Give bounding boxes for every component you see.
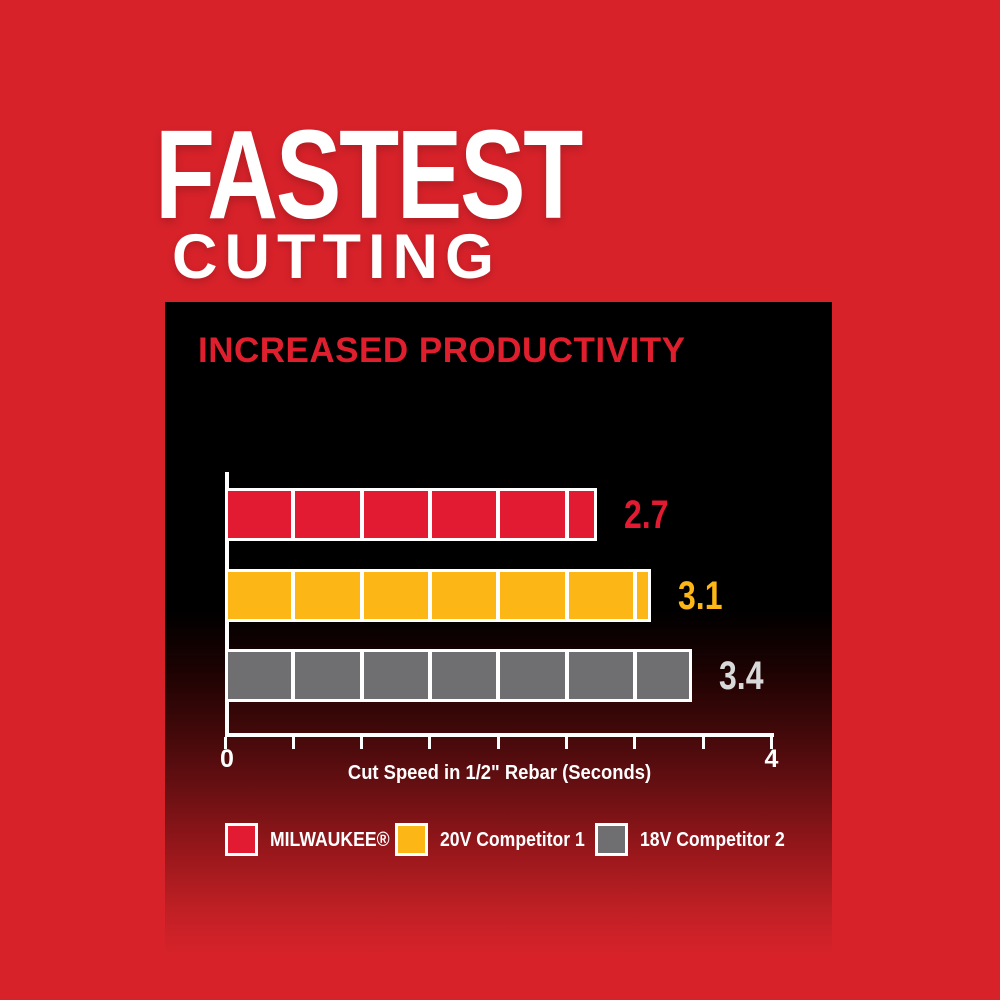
bar-value-label: 3.1 (678, 573, 723, 618)
bar-value-label: 2.7 (623, 492, 669, 537)
headline-line1: FASTEST (155, 104, 583, 245)
legend-label: MILWAUKEE® (270, 828, 390, 851)
legend-swatch (395, 823, 428, 856)
legend-label: 18V Competitor 2 (640, 828, 785, 851)
bar-segment-divider (496, 572, 501, 619)
bar-segment-divider (359, 572, 364, 619)
bar-value-label: 3.4 (719, 653, 764, 698)
x-axis-tick (769, 737, 773, 749)
x-axis-tick (565, 737, 568, 749)
bar-segment-divider (291, 491, 296, 538)
bar-20v-competitor-1 (225, 569, 652, 622)
x-axis-title: Cut Speed in 1/2" Rebar (Seconds) (347, 762, 652, 784)
bar-segment-divider (359, 491, 364, 538)
legend-item: 18V Competitor 2 (595, 823, 804, 856)
bar-segment-divider (496, 491, 501, 538)
x-tick-label-4: 4 (764, 745, 779, 773)
headline-line2: CUTTING (172, 222, 501, 292)
bar-18v-competitor-2 (225, 649, 693, 702)
bar-segment-divider (564, 572, 569, 619)
bar-milwaukee (225, 488, 597, 541)
bar-segment-divider (632, 652, 637, 699)
x-axis-tick (360, 737, 364, 749)
chart-panel: INCREASED PRODUCTIVITY 2.7 3.1 3.4 0 4 Cut… (165, 302, 832, 957)
bar-segment-divider (564, 491, 569, 538)
x-axis-tick (633, 737, 637, 749)
legend-label: 20V Competitor 1 (440, 828, 585, 851)
bar-segment-divider (496, 652, 501, 699)
x-axis-tick (291, 737, 295, 749)
x-axis-tick (496, 737, 500, 749)
bar-segment-divider (564, 652, 569, 699)
legend-item: 20V Competitor 1 (395, 823, 604, 856)
x-axis-line (225, 733, 774, 737)
x-axis-tick (428, 737, 432, 749)
bar-segment-divider (427, 572, 432, 619)
x-tick-label-0: 0 (220, 745, 234, 773)
bar-segment-divider (632, 572, 637, 619)
x-axis-tick (701, 737, 705, 749)
bar-segment-divider (427, 652, 432, 699)
bar-segment-divider (427, 491, 432, 538)
bar-segment-divider (291, 652, 296, 699)
legend-swatch (595, 823, 628, 856)
legend-swatch (225, 823, 258, 856)
chart-heading: INCREASED PRODUCTIVITY (198, 331, 686, 370)
legend-item: MILWAUKEE® (225, 823, 406, 856)
x-axis-tick (223, 737, 227, 749)
bar-segment-divider (359, 652, 364, 699)
bar-segment-divider (291, 572, 296, 619)
